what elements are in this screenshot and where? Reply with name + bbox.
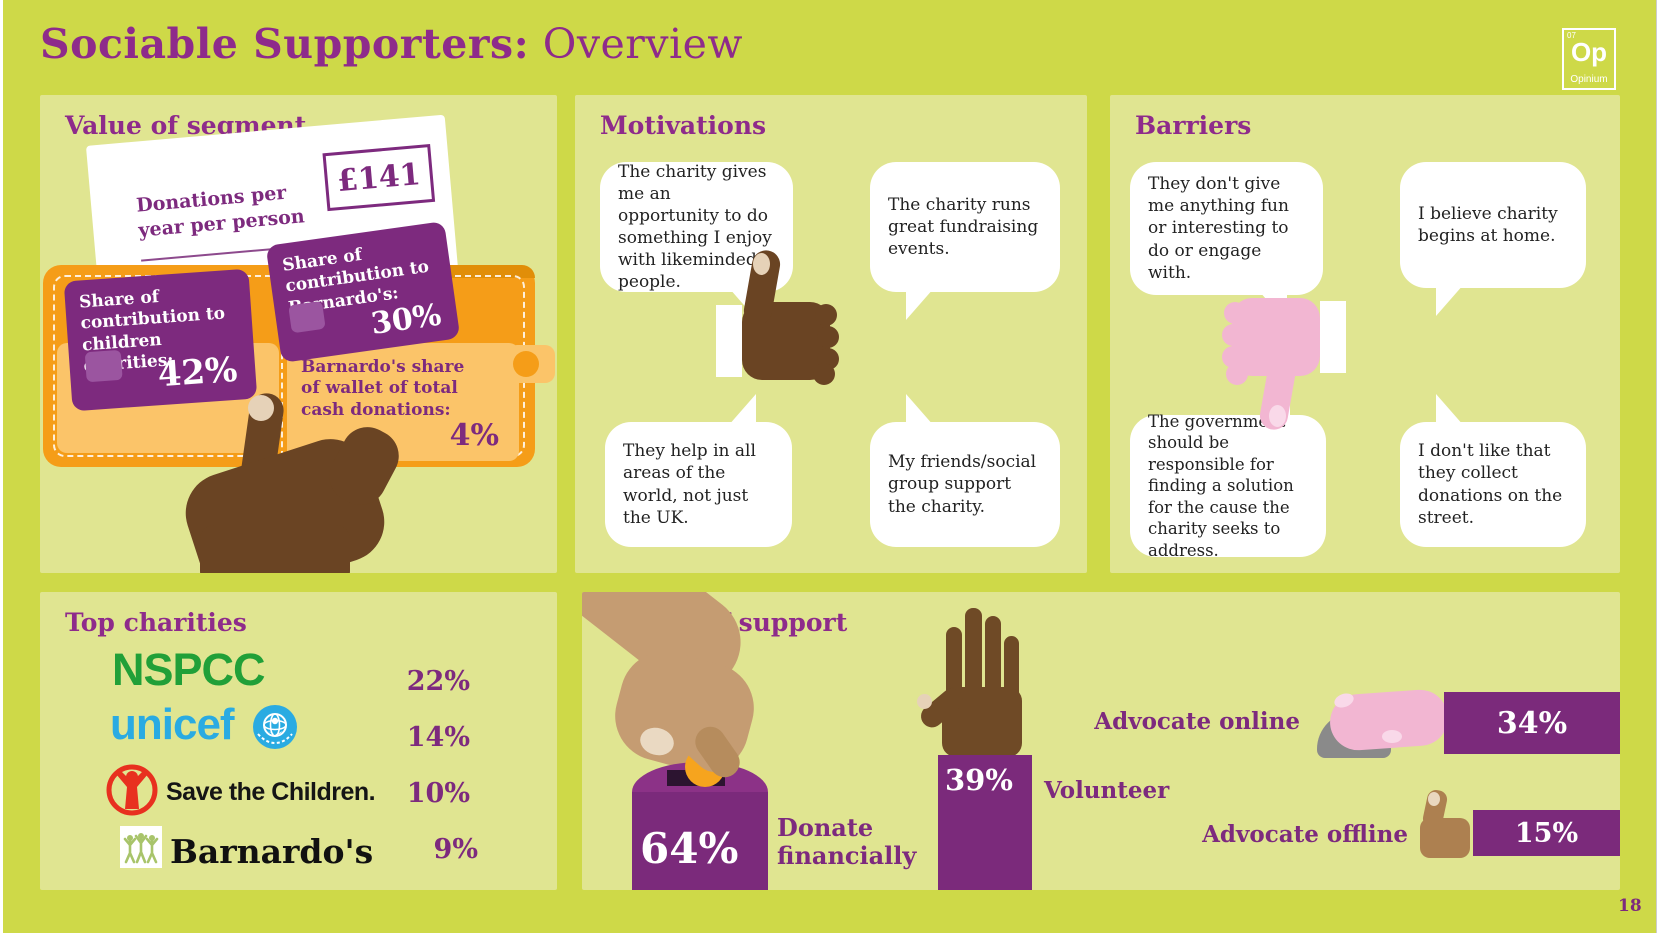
- unicef-logo: unicef: [110, 700, 235, 749]
- bubble-text: They don't give me anything fun or inter…: [1148, 174, 1289, 283]
- opinium-element-number: 07: [1567, 31, 1576, 40]
- page-title-regular: Overview: [529, 20, 744, 68]
- bubble-text: They help in all areas of the world, not…: [623, 441, 756, 528]
- page-title: Sociable Supporters: Overview: [40, 20, 743, 68]
- thumbnail: [753, 253, 770, 275]
- cheque-label: Donations per year per person: [135, 181, 306, 242]
- save-the-children-logo: Save the Children.: [166, 778, 376, 806]
- bubble-tail: [906, 394, 934, 426]
- bubble-tail: [1436, 394, 1464, 426]
- donate-label: Donate financially: [777, 813, 917, 870]
- charity-percentage: 9%: [433, 834, 478, 865]
- bubble-text: I believe charity begins at home.: [1418, 203, 1558, 246]
- top-charities-title: Top charities: [65, 608, 247, 637]
- bubble-text: My friends/social group support the char…: [888, 452, 1037, 517]
- page-number: 18: [1618, 896, 1642, 916]
- advocate-online-value: 34%: [1496, 705, 1568, 741]
- barnardos-emblem-icon: [120, 826, 162, 868]
- page-title-bold: Sociable Supporters:: [40, 20, 530, 68]
- knuckle: [815, 304, 837, 326]
- finger: [946, 627, 962, 705]
- speech-bubble: The charity runs great fundraising event…: [870, 162, 1060, 320]
- thumbnail: [1269, 405, 1286, 427]
- finger: [965, 608, 982, 710]
- charity-percentage: 22%: [406, 666, 470, 697]
- wallet-button: [513, 351, 539, 377]
- donation-box-icon: [632, 792, 768, 890]
- wallet-note-label: Barnardo's share of wallet of total cash…: [301, 357, 465, 420]
- charity-percentage: 10%: [406, 778, 470, 809]
- wallet-note-value: 4%: [449, 418, 499, 453]
- bubble-text: I don't like that they collect donations…: [1418, 441, 1563, 528]
- panel-top-charities: Top charities NSPCC 22% unicef 14% Save …: [40, 592, 557, 890]
- card-barnardos: Share of contribution to Barnardo's: 30%: [265, 221, 461, 363]
- opinium-symbol: Op: [1570, 37, 1608, 67]
- card-children-value: 42%: [156, 349, 239, 396]
- donate-value: 64%: [640, 824, 739, 873]
- bubble-tail: [728, 394, 756, 426]
- slide-left-edge: [0, 0, 3, 933]
- barnardos-logo: Barnardo's: [170, 832, 374, 871]
- fingernail: [1382, 730, 1402, 743]
- volunteer-bar: 39%: [938, 755, 1032, 890]
- thumbs-up-icon: [715, 245, 855, 390]
- card-chip: [288, 300, 326, 334]
- speech-bubble: The government should be responsible for…: [1130, 387, 1326, 560]
- bubble-tail: [1436, 284, 1464, 316]
- unicef-emblem-icon: [253, 705, 297, 749]
- thumbnail: [917, 694, 932, 709]
- advocate-offline-bar: 15%: [1473, 810, 1620, 856]
- raised-hand-icon: [916, 602, 1044, 767]
- fingernail: [248, 395, 274, 421]
- advocate-offline-label: Advocate offline: [1202, 821, 1408, 848]
- card-children-charities: Share of contribution to children charit…: [63, 268, 258, 412]
- cuff: [1320, 301, 1346, 373]
- barriers-title: Barriers: [1135, 111, 1252, 140]
- speech-bubble: I don't like that they collect donations…: [1400, 394, 1586, 547]
- bubble-text: The government should be responsible for…: [1148, 411, 1294, 560]
- card-chip: [84, 349, 123, 383]
- panel-value-of-segment: Value of segment Donations per year per …: [40, 95, 557, 573]
- knuckle: [817, 326, 839, 348]
- speech-bubble: My friends/social group support the char…: [870, 394, 1060, 547]
- speech-bubble: They don't give me anything fun or inter…: [1130, 162, 1323, 323]
- save-the-children-emblem-icon: [106, 764, 158, 816]
- panel-modes-of-support: Modes of support 64% Donate financially …: [582, 592, 1620, 890]
- knuckle: [813, 363, 835, 385]
- thumbnail: [1428, 792, 1440, 806]
- hand-wrist: [200, 525, 350, 573]
- opinium-name: Opinium: [1570, 74, 1608, 85]
- slide-right-edge: [1656, 0, 1663, 933]
- bubble-text: The charity gives me an opportunity to d…: [618, 161, 772, 293]
- wallet-divider: [281, 275, 283, 457]
- bubble-tail: [906, 288, 934, 320]
- speech-bubble: I believe charity begins at home.: [1400, 162, 1586, 316]
- volunteer-label: Volunteer: [1044, 777, 1170, 804]
- thumbs-down-icon: [1222, 293, 1362, 438]
- opinium-logo: 07 Op Opinium: [1562, 28, 1616, 90]
- bubble-text: The charity runs great fundraising event…: [888, 194, 1039, 260]
- speech-bubble: They help in all areas of the world, not…: [605, 394, 792, 547]
- advocate-online-label: Advocate online: [1094, 708, 1300, 735]
- speech-bubble: The charity gives me an opportunity to d…: [600, 161, 793, 320]
- finger: [985, 616, 1001, 710]
- cuff: [716, 305, 742, 377]
- nspcc-logo: NSPCC: [112, 644, 266, 695]
- advocate-offline-value: 15%: [1514, 817, 1579, 849]
- advocate-online-bar: 34%: [1444, 692, 1620, 754]
- panel-motivations: Motivations The charity gives me an oppo…: [575, 95, 1087, 573]
- panel-barriers: Barriers They don't give me anything fun…: [1110, 95, 1620, 573]
- cheque-amount: £141: [322, 143, 436, 212]
- motivations-title: Motivations: [600, 111, 767, 140]
- volunteer-value: 39%: [945, 763, 1013, 797]
- charity-percentage: 14%: [406, 722, 470, 753]
